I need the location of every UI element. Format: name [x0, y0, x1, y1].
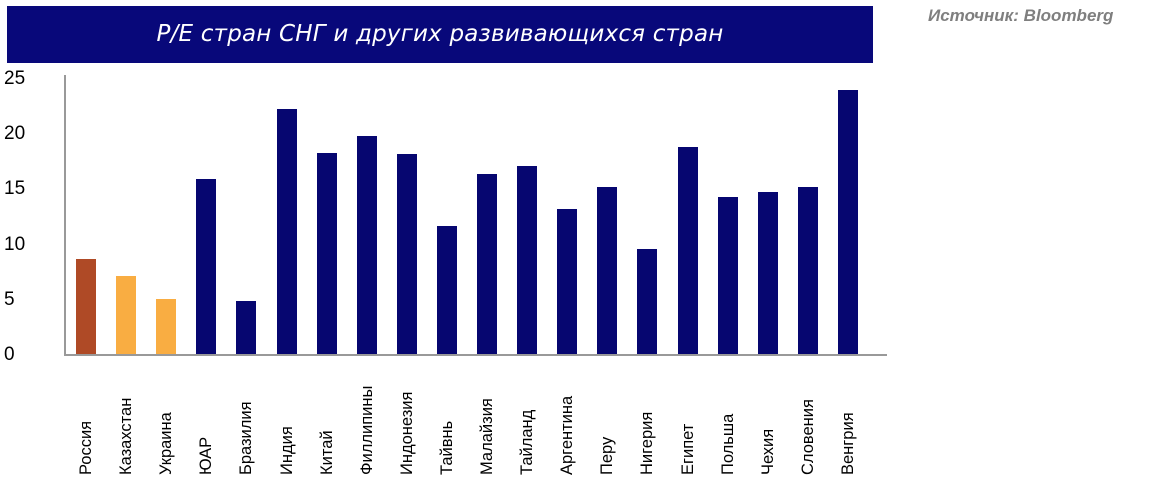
x-tick-label: Китай	[317, 430, 336, 475]
source-note: Источник: Bloomberg	[928, 6, 1114, 25]
y-tick-label: 15	[4, 178, 26, 200]
bar-19	[837, 90, 858, 355]
y-tick-label: 20	[4, 123, 26, 145]
chart-title: P/E стран СНГ и других развивающихся стр…	[156, 21, 724, 47]
bar-1	[116, 275, 137, 355]
bar-13	[597, 187, 618, 355]
x-tick-label: Нигерия	[638, 411, 657, 475]
x-tick-label: Тайланд	[518, 409, 537, 475]
x-tick-label: Бразилия	[237, 401, 256, 475]
y-axis	[64, 75, 66, 356]
x-tick-label: Египет	[678, 423, 697, 475]
bar-18	[797, 187, 818, 355]
bar-4	[236, 300, 257, 355]
bar-0	[76, 258, 96, 355]
x-tick-label: Перу	[598, 436, 617, 475]
bar-15	[677, 147, 698, 355]
bar-14	[637, 249, 658, 355]
y-tick-label: 10	[4, 233, 26, 255]
bar-5	[276, 108, 297, 355]
chart-title-banner: P/E стран СНГ и других развивающихся стр…	[7, 6, 873, 63]
x-tick-label: Россия	[77, 420, 95, 475]
x-tick-label: Индонезия	[397, 391, 416, 475]
x-tick-label: Филлипины	[357, 385, 376, 475]
x-tick-label: Польша	[718, 413, 737, 475]
bar-11	[517, 166, 538, 355]
y-tick-label: 25	[4, 68, 26, 89]
bar-8	[396, 154, 417, 355]
x-tick-label: Аргентина	[558, 395, 577, 475]
bar-6	[316, 152, 337, 355]
x-tick-label: Индия	[277, 426, 296, 475]
x-tick-label: ЮАР	[197, 436, 216, 475]
x-tick-label: Словения	[798, 399, 817, 475]
x-tick-label: Чехия	[758, 428, 777, 475]
y-tick-label: 5	[4, 288, 15, 310]
x-tick-label: Казахстан	[117, 397, 136, 475]
bar-7	[356, 136, 377, 355]
bar-17	[757, 191, 778, 355]
bar-16	[717, 197, 738, 355]
x-tick-label: Малайзия	[478, 398, 496, 475]
x-tick-label: Венгрия	[838, 412, 857, 475]
bar-2	[156, 298, 177, 355]
x-tick-label: Тайвнь	[437, 420, 456, 475]
bar-10	[477, 173, 497, 355]
bar-12	[557, 209, 578, 355]
y-tick-label: 0	[4, 344, 15, 365]
x-tick-label: Украина	[157, 412, 176, 475]
bar-9	[436, 225, 457, 355]
bar-3	[196, 179, 217, 355]
x-axis	[64, 354, 887, 356]
